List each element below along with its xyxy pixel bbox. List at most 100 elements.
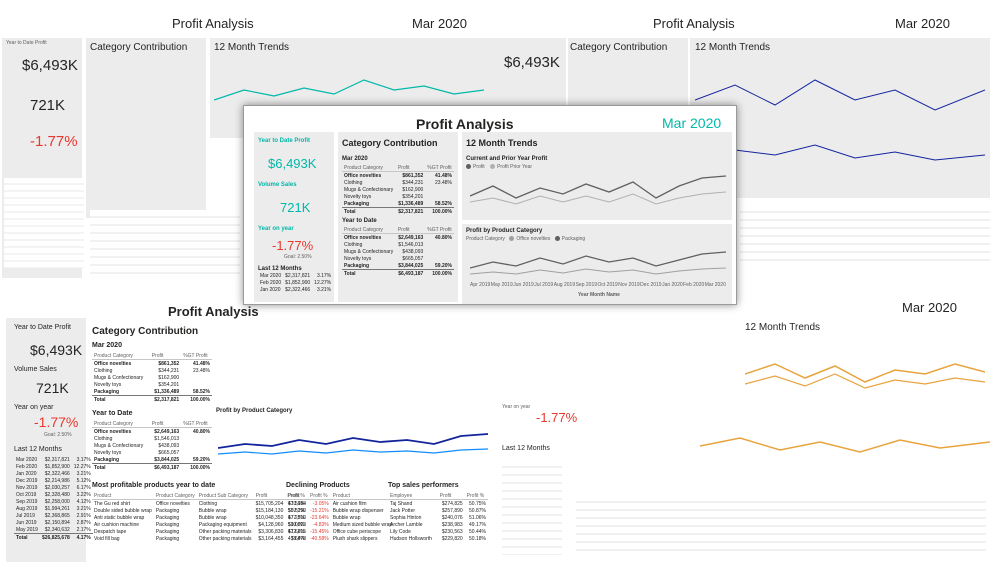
- bg-trend-chart-tr: [695, 79, 985, 161]
- table-row[interactable]: Jan 2020 $2,322,466 3.21%: [14, 470, 93, 477]
- table-cell: Anti static bubble wrap: [94, 514, 145, 521]
- center-trends-title: 12 Month Trends: [466, 138, 538, 148]
- category-name: Novelty toys: [94, 449, 122, 456]
- table-cell: $10,023: [288, 521, 307, 528]
- table-row[interactable]: $12,615 -15.45% Office cube periscope: [286, 528, 394, 535]
- table-row[interactable]: Total $2,317,821 100.00%: [342, 207, 454, 215]
- table-row[interactable]: Packaging $3,844,025 59.20%: [342, 262, 454, 270]
- table-cell: Clothing: [198, 500, 218, 507]
- table-header: Profit: [149, 352, 182, 360]
- table-row[interactable]: Lily Code $230,563 50.44%: [388, 528, 488, 535]
- table-cell: Office novelties: [155, 500, 190, 507]
- table-row[interactable]: Air cushion machine Packaging Packaging eq…: [92, 521, 307, 528]
- category-profit: $2,317,821: [149, 395, 182, 403]
- table-row[interactable]: Aug 2019 $1,994,261 3.21%: [14, 505, 93, 512]
- table-row[interactable]: Taj Shand $274,825 50.75%: [388, 500, 488, 508]
- category-pct: 100.00%: [425, 207, 454, 215]
- category-name: Packaging: [344, 200, 370, 207]
- table-row[interactable]: Sophia Hinton $240,076 51.06%: [388, 514, 488, 521]
- center-mar-table: Product Category Profit %GT Profit Office …: [342, 164, 454, 215]
- category-pct: [181, 381, 212, 388]
- legend-prior-label: Profit Prior Year: [497, 164, 533, 170]
- table-row[interactable]: Hudson Hollsworth $229,820 50.18%: [388, 535, 488, 542]
- table-row[interactable]: Jan 2020 $2,322,466 3.21%: [258, 286, 333, 293]
- table-row[interactable]: Packaging $1,336,489 58.52%: [342, 200, 454, 208]
- center-goal: Goal: 2.50%: [284, 254, 312, 260]
- bg-orange-line-1: [745, 363, 985, 383]
- table-row[interactable]: Mugs & Confectionary $438,093: [342, 248, 454, 255]
- table-row[interactable]: Total $2,317,821 100.00%: [92, 395, 212, 403]
- table-row[interactable]: Novelty toys $665,057: [92, 449, 212, 456]
- table-row[interactable]: Mugs & Confectionary $162,900: [92, 374, 212, 381]
- table-row[interactable]: Mar 2020 $2,317,821 3.17%: [14, 456, 93, 463]
- table-header: Product Category: [153, 492, 197, 500]
- table-row[interactable]: Feb 2020 $1,852,900 12.27%: [258, 279, 333, 286]
- table-row[interactable]: Void fill bag Packaging Other packing mate…: [92, 535, 307, 542]
- center-bycat-legend: Product Category Office novelties Packag…: [466, 236, 585, 242]
- table-row[interactable]: Sep 2019 $2,258,000 4.12%: [14, 498, 93, 505]
- table-row[interactable]: Mugs & Confectionary $162,900: [342, 186, 454, 193]
- category-pct: [425, 193, 454, 200]
- table-row[interactable]: Total $6,493,187 100.00%: [342, 269, 454, 277]
- table-cell: $12,615: [288, 528, 307, 535]
- table-cell: Bubble wrap dispenser: [332, 507, 384, 514]
- table-header: Product: [330, 492, 395, 500]
- table-row[interactable]: Office novelties $861,352 41.48%: [342, 172, 454, 180]
- last12-title-br: Last 12 Months: [502, 445, 550, 452]
- table-row[interactable]: Mar 2020 $2,317,821 3.17%: [258, 272, 333, 279]
- table-row[interactable]: $8,478 -40.58% Plush shark slippers: [286, 535, 394, 542]
- center-ytd-title: Year to Date: [342, 218, 377, 224]
- table-row[interactable]: Mugs & Confectionary $438,093: [92, 442, 212, 449]
- axis-tick-label: Jan 2020: [662, 282, 683, 288]
- category-panel: [86, 38, 206, 218]
- table-cell: Aug 2019: [16, 505, 38, 512]
- table-row[interactable]: $10,184 -3.05% Air cushion film: [286, 500, 394, 508]
- table-row[interactable]: Total $6,493,187 100.00%: [92, 463, 212, 471]
- table-row[interactable]: The Gu red shirt Office novelties Clothing…: [92, 500, 307, 508]
- category-name: Office novelties: [344, 234, 382, 241]
- table-cell: $57,290: [288, 507, 307, 514]
- table-row[interactable]: Despatch tape Packaging Other packing mate…: [92, 528, 307, 535]
- table-row[interactable]: Packaging $3,844,025 59.20%: [92, 456, 212, 464]
- table-cell: Jack Potter: [390, 507, 416, 514]
- table-row[interactable]: Office novelties $2,649,163 40.80%: [342, 234, 454, 242]
- table-row[interactable]: Novelty toys $665,057: [342, 255, 454, 262]
- table-row[interactable]: Packaging $1,336,489 58.52%: [92, 388, 212, 396]
- table-cell: 12.27%: [314, 279, 332, 286]
- table-row[interactable]: Nov 2019 $2,030,257 6.17%: [14, 484, 93, 491]
- table-row[interactable]: $57,290 -15.21% Bubble wrap dispenser: [286, 507, 394, 514]
- center-last12-table: Mar 2020 $2,317,821 3.17% Feb 2020 $1,852,90…: [258, 272, 333, 293]
- category-profit: $354,201: [402, 193, 424, 200]
- table-row[interactable]: Jun 2019 $2,150,894 2.87%: [14, 519, 93, 526]
- table-row[interactable]: Novelty toys $354,201: [342, 193, 454, 200]
- table-row[interactable]: Clothing $344,231 23.48%: [92, 367, 212, 374]
- category-pct: [425, 241, 454, 248]
- table-row[interactable]: Oct 2019 $2,328,480 3.22%: [14, 491, 93, 498]
- table-row[interactable]: Anti static bubble wrap Packaging Bubble w…: [92, 514, 307, 521]
- table-row[interactable]: Office novelties $2,649,163 40.80%: [92, 428, 212, 436]
- table-row[interactable]: Office novelties $861,352 41.48%: [92, 360, 212, 368]
- table-cell: $3,306,830: [258, 528, 284, 535]
- table-cell: 50.08%: [287, 521, 305, 528]
- report-card-center[interactable]: Profit Analysis Mar 2020 Year to Date Pr…: [243, 105, 737, 305]
- table-cell: Bubble wrap: [332, 514, 361, 521]
- table-row[interactable]: Jack Potter $257,890 50.87%: [388, 507, 488, 514]
- table-row[interactable]: Novelty toys $354,201: [92, 381, 212, 388]
- table-row[interactable]: Clothing $1,546,013: [342, 241, 454, 248]
- table-row[interactable]: Total $26,825,678 4.17%: [14, 533, 93, 541]
- table-row[interactable]: $10,023 -4.83% Medium sized bubble wrap: [286, 521, 394, 528]
- table-row[interactable]: May 2019 $2,340,632 2.17%: [14, 526, 93, 534]
- table-row[interactable]: $77,510 -23.64% Bubble wrap: [286, 514, 394, 521]
- table-row[interactable]: Clothing $344,231 23.48%: [342, 179, 454, 186]
- table-cell: $2,214,986: [44, 477, 70, 484]
- table-row[interactable]: Dec 2019 $2,214,986 5.12%: [14, 477, 93, 484]
- trends-title-tr: 12 Month Trends: [695, 42, 771, 53]
- table-cell: Mar 2020: [16, 456, 38, 463]
- table-header: %GT Profit: [181, 420, 212, 428]
- table-row[interactable]: Jul 2019 $2,368,865 2.91%: [14, 512, 93, 519]
- table-row[interactable]: Double sided bubble wrap Packaging Bubble …: [92, 507, 307, 514]
- table-row[interactable]: Feb 2020 $1,852,900 12.27%: [14, 463, 93, 470]
- table-row[interactable]: Archer Lamble $238,983 49.17%: [388, 521, 488, 528]
- table-cell: Air cushion machine: [94, 521, 140, 528]
- table-row[interactable]: Clothing $1,546,013: [92, 435, 212, 442]
